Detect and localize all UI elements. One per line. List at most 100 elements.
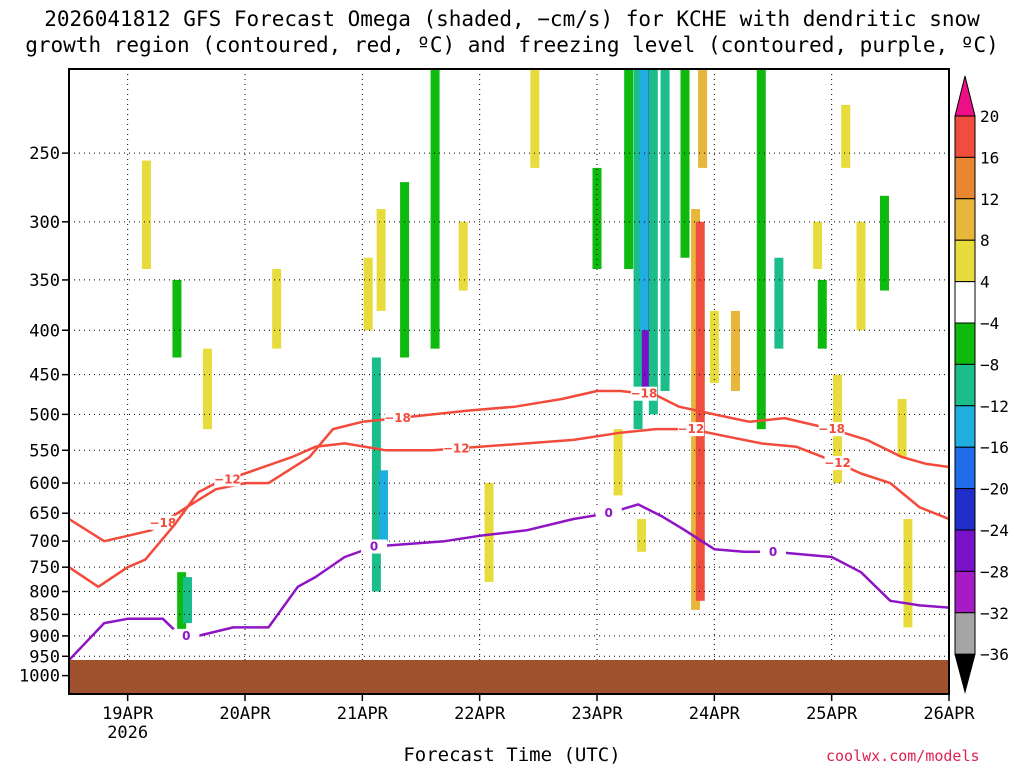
omega-cell [817, 279, 827, 349]
omega-cell [376, 209, 386, 311]
omega-cell [639, 69, 649, 331]
colorbar-label: −36 [980, 645, 1009, 664]
y-tick-label: 250 [29, 144, 60, 164]
x-tick-label: 24APR [689, 704, 741, 724]
y-tick-label: 350 [29, 271, 60, 291]
colorbar-band [954, 322, 976, 365]
chart-title: 2026041812 GFS Forecast Omega (shaded, −… [0, 6, 1024, 58]
omega-cell [730, 310, 740, 392]
dgz-minus18-contour-label: −18 [818, 422, 845, 436]
omega-cell [400, 182, 410, 358]
dgz-minus18-contour-label: −18 [149, 516, 176, 530]
y-tick-label: 1000 [19, 667, 60, 687]
dgz-minus12-contour-label-bg [824, 456, 851, 471]
dgz-minus18-contour-label-bg [818, 422, 845, 437]
colorbar-label: 4 [980, 273, 990, 292]
freezing-level-contour-label-bg [595, 506, 622, 521]
y-tick-label: 650 [29, 504, 60, 524]
credit-text[interactable]: coolwx.com/models [826, 747, 980, 765]
colorbar-label: −28 [980, 562, 1009, 581]
freezing-level-contour-label: 0 [605, 506, 613, 520]
y-tick-label: 800 [29, 583, 60, 603]
y-tick-label: 450 [29, 366, 60, 386]
omega-cell [774, 257, 784, 349]
omega-cell [371, 357, 381, 592]
x-tick-label: 26APR [923, 704, 975, 724]
y-tick-label: 400 [29, 321, 60, 341]
plot-frame [68, 68, 950, 695]
freezing-level-contour-label: 0 [370, 540, 378, 554]
dgz-minus12-contour-label: −12 [214, 472, 241, 486]
dgz-minus12-contour-label-bg [677, 422, 704, 437]
y-tick-label: 700 [29, 532, 60, 552]
x-tick-label: 25APR [806, 704, 858, 724]
x-axis-label: Forecast Time (UTC) [403, 744, 621, 766]
omega-cell [633, 69, 643, 430]
colorbar-band [954, 115, 976, 158]
omega-cell [680, 69, 690, 258]
omega-cell [172, 279, 182, 358]
omega-cell [530, 69, 540, 168]
omega-cell [592, 167, 602, 269]
omega-cell [613, 429, 623, 496]
colorbar-band [954, 239, 976, 283]
omega-cell [624, 69, 634, 269]
omega-cell [202, 348, 212, 430]
colorbar-label: −24 [980, 521, 1009, 540]
colorbar-band [954, 529, 976, 572]
colorbar-band [954, 75, 976, 117]
omega-cell [903, 518, 913, 628]
colorbar: 20 16 12 8 4 −4 −8 −12 −16 −20 −24 −28 −32 −36 [954, 75, 1009, 694]
x-tick-sublabel: 2026 [107, 723, 148, 743]
omega-cell [363, 257, 373, 331]
omega-cell [458, 221, 468, 291]
y-tick-label: 950 [29, 647, 60, 667]
omega-cell [897, 398, 907, 458]
omega-cell [141, 160, 151, 269]
colorbar-label: −8 [980, 355, 999, 374]
freezing-level-contour-label: 0 [769, 545, 777, 559]
grid-lines [69, 69, 949, 694]
colorbar-band [954, 156, 976, 200]
title-line-1: 2026041812 GFS Forecast Omega (shaded, −… [44, 7, 980, 31]
x-tick-label: 20APR [219, 704, 271, 724]
x-tick-label: 19APR [102, 704, 154, 724]
omega-cell [709, 310, 719, 383]
freezing-level-contour-label-bg [173, 628, 200, 643]
colorbar-label: 8 [980, 231, 990, 250]
y-tick-label: 850 [29, 605, 60, 625]
colorbar-band [954, 488, 976, 531]
omega-cell [756, 69, 766, 430]
title-line-2: growth region (contoured, red, ºC) and f… [25, 33, 999, 57]
omega-cell [813, 221, 823, 269]
omega-cell [177, 572, 187, 632]
colorbar-label: −16 [980, 438, 1009, 457]
colorbar-band [954, 653, 976, 694]
colorbar-band [954, 570, 976, 614]
plot-area [69, 69, 949, 694]
dgz-minus18-contour-label: −18 [631, 387, 658, 401]
colorbar-label: −12 [980, 397, 1009, 416]
colorbar-band [954, 363, 976, 407]
colorbar-band [954, 446, 976, 490]
omega-cell [183, 577, 193, 624]
colorbar-label: 20 [980, 107, 999, 126]
y-axis: 2503003504004505005506006507007508008509… [19, 144, 69, 687]
x-tick-label: 22APR [454, 704, 506, 724]
dgz-minus12-contour-label-bg [443, 441, 470, 456]
dgz-minus12-contour-line [69, 427, 949, 589]
dgz-minus18-contour-label-bg [149, 515, 176, 530]
dgz-minus12-contour-label: −12 [677, 422, 704, 436]
omega-cell [879, 195, 889, 291]
dgz-minus12-contour-label: −12 [824, 456, 851, 470]
dgz-minus12-contour-label-bg [214, 472, 241, 487]
omega-cell [378, 470, 388, 542]
omega-cell [637, 518, 647, 552]
dgz-minus18-contour-label: −18 [384, 411, 411, 425]
y-tick-label: 900 [29, 627, 60, 647]
colorbar-band [954, 405, 976, 448]
omega-cell [484, 483, 494, 582]
omega-cell [660, 69, 670, 392]
